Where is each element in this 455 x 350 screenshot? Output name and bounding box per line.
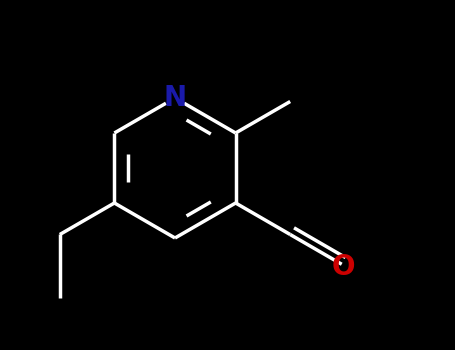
Text: O: O <box>332 253 355 281</box>
Text: N: N <box>163 84 187 112</box>
